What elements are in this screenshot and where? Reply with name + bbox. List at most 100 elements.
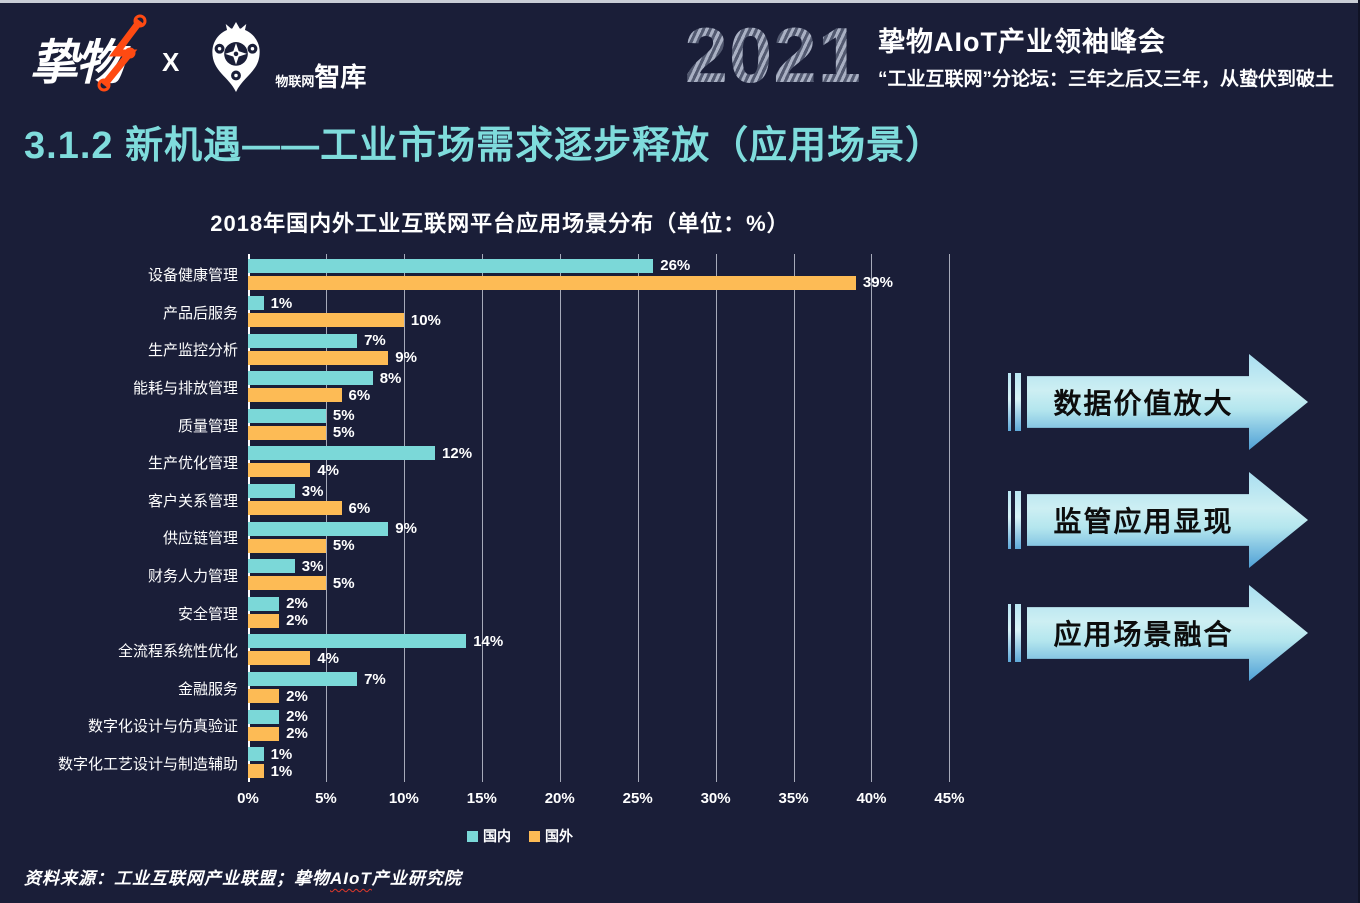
bar-row: 3%: [248, 482, 965, 500]
category-labels: 设备健康管理 产品后服务 生产监控分析 能耗与排放管理 质量管理 生产优化管理 客户关系管理…: [30, 256, 248, 782]
domestic-bar: [248, 559, 295, 574]
domestic-bar: [248, 446, 436, 461]
gridline: [481, 254, 483, 783]
banner-title: 挚物AIoT产业领袖峰会: [877, 26, 1166, 57]
callout-arrow-2: 监管应用显现: [1008, 472, 1308, 568]
bar-chart: 2018年国内外工业互联网平台应用场景分布（单位：%） 设备健康管理 产品后服务生…: [30, 200, 970, 846]
callout-label: 应用场景融合: [1053, 619, 1234, 650]
bar-value-label: 5%: [332, 537, 355, 555]
overseas-bar: [248, 613, 280, 628]
bar-row: 1%: [248, 762, 965, 780]
plot: 26% 39% 1% 10% 7% 9% 8% 6% 5% 5% 12% 4% 3% 6% 9% 5% 3% 5%…: [248, 254, 965, 783]
callout-arrow-1: 数据价值放大: [1008, 354, 1308, 450]
bar-value-label: 3%: [301, 482, 324, 500]
overseas-bar: [248, 576, 326, 591]
bar-group: 12% 4%: [248, 444, 965, 482]
x-axis-tick: 0%: [237, 790, 259, 808]
bar-value-label: 1%: [270, 745, 293, 763]
arrow-stripe-icon: [1008, 491, 1011, 549]
overseas-bar: [248, 726, 280, 741]
bar-row: 2%: [248, 708, 965, 725]
domestic-bar: [248, 258, 654, 273]
bar-row: 8%: [248, 370, 965, 387]
bar-row: 7%: [248, 671, 965, 688]
category-label: 数字化设计与仿真验证: [87, 718, 238, 736]
domestic-bar: [248, 634, 467, 649]
overseas-bar: [248, 501, 342, 516]
bar-value-label: 1%: [270, 762, 293, 780]
bar-value-label: 5%: [332, 424, 355, 442]
bar-row: 5%: [248, 407, 965, 425]
bar-row: 14%: [248, 633, 965, 650]
arrow-stripe-icon: [1015, 491, 1021, 549]
bar-group: 7% 9%: [248, 331, 965, 369]
bar-value-label: 2%: [286, 595, 308, 613]
legend-swatch: [529, 830, 540, 842]
x-axis-tick: 35%: [778, 790, 809, 808]
bar-row: 4%: [248, 462, 965, 479]
category-label: 设备健康管理: [147, 267, 238, 285]
bar-value-label: 2%: [286, 687, 308, 705]
gridline: [949, 254, 951, 783]
category-label: 生产优化管理: [147, 455, 238, 473]
domestic-bar: [248, 408, 326, 423]
bar-row: 2%: [248, 595, 965, 613]
bar-value-label: 5%: [332, 407, 355, 425]
category-label: 能耗与排放管理: [132, 380, 238, 398]
bar-group: 3% 5%: [248, 557, 965, 595]
callout-label: 数据价值放大: [1053, 388, 1234, 419]
bar-row: 2%: [248, 612, 965, 630]
bar-row: 7%: [248, 332, 965, 349]
bar-value-label: 10%: [410, 311, 441, 329]
bar-row: 1%: [248, 294, 965, 312]
bar-value-label: 4%: [317, 649, 340, 667]
bar-row: 5%: [248, 574, 965, 592]
category-label: 质量管理: [177, 417, 238, 435]
overseas-bar: [248, 651, 311, 666]
chart-title: 2018年国内外工业互联网平台应用场景分布（单位：%）: [210, 211, 790, 236]
legend-item: 国内: [467, 826, 511, 846]
domestic-bar: [248, 747, 264, 762]
callout-arrow-3: 应用场景融合: [1008, 585, 1308, 681]
gridline: [325, 254, 327, 783]
arrow-stripe-icon: [1008, 373, 1011, 431]
category-label: 安全管理: [177, 605, 238, 623]
bar-value-label: 9%: [395, 349, 417, 367]
source-text-suffix: 产业研究院: [371, 869, 462, 888]
gridline: [559, 254, 561, 783]
bar-value-label: 2%: [286, 612, 308, 630]
right-arrow-icon: 数据价值放大: [1027, 354, 1308, 450]
bar-group: 1% 10%: [248, 294, 965, 332]
x-axis-tick: 30%: [700, 790, 731, 808]
bar-value-label: 6%: [348, 499, 371, 517]
banner-subtitle: “工业互联网”分论坛：三年之后又三年，从蛰伏到破土: [877, 68, 1334, 90]
x-axis-tick: 20%: [544, 790, 575, 808]
bar-row: 26%: [248, 257, 965, 274]
bar-row: 39%: [248, 274, 965, 291]
logo-x-separator: X: [162, 46, 180, 77]
domestic-bar: [248, 672, 358, 687]
cow-head-icon: [212, 22, 261, 92]
gridline: [793, 254, 795, 783]
domestic-bar: [248, 333, 358, 348]
domestic-bar: [248, 521, 389, 536]
legend: 国内 国外: [50, 826, 990, 846]
bar-value-label: 26%: [660, 257, 691, 274]
bar-row: 2%: [248, 725, 965, 742]
bar-group: 3% 6%: [248, 482, 965, 520]
bar-value-label: 12%: [442, 444, 473, 462]
bar-value-label: 5%: [332, 574, 355, 592]
bar-row: 12%: [248, 444, 965, 462]
source-note: 资料来源：工业互联网产业联盟；挚物AIoT产业研究院: [24, 864, 462, 889]
overseas-bar: [248, 388, 342, 403]
legend-label: 国内: [483, 828, 511, 845]
gridline: [403, 254, 405, 783]
source-text: 资料来源：工业互联网产业联盟；挚物: [24, 869, 330, 888]
overseas-bar: [248, 463, 311, 478]
logo-group: 挚物 X: [30, 14, 366, 94]
bar-row: 10%: [248, 311, 965, 329]
y-axis-line: [248, 254, 250, 783]
arrow-stripe-icon: [1015, 604, 1021, 662]
bar-value-label: 1%: [270, 294, 293, 312]
domestic-bar: [248, 296, 264, 311]
